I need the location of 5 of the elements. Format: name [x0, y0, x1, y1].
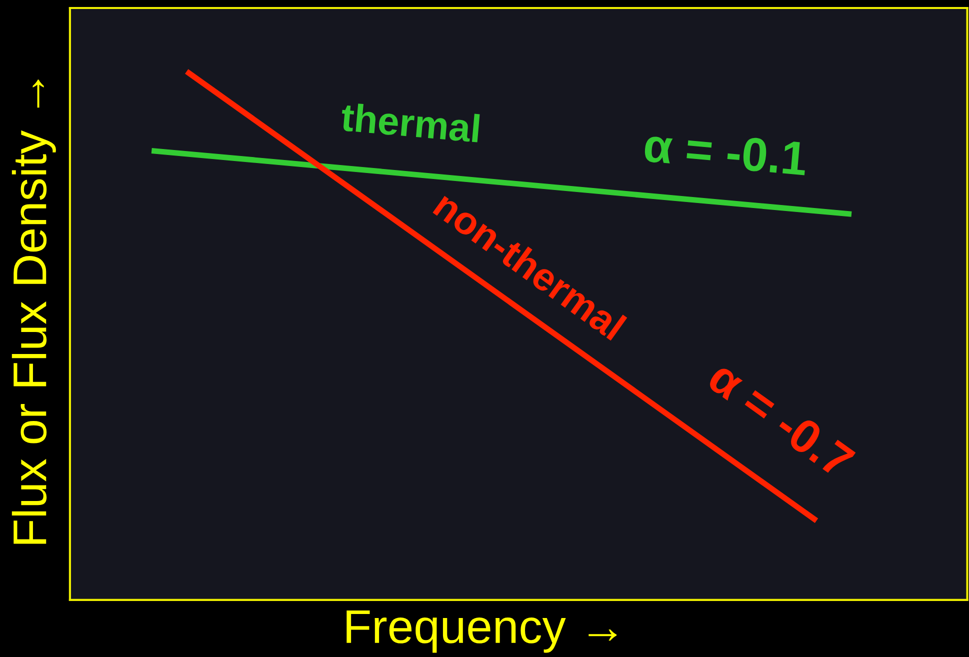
annotation: α = -0.7: [706, 358, 856, 480]
series-label: thermal: [340, 102, 480, 143]
x-axis-title: Frequency →: [346, 610, 617, 653]
y-axis-title: Flux or Flux Density →: [12, 80, 56, 544]
annotation: α = -0.1: [644, 128, 808, 176]
